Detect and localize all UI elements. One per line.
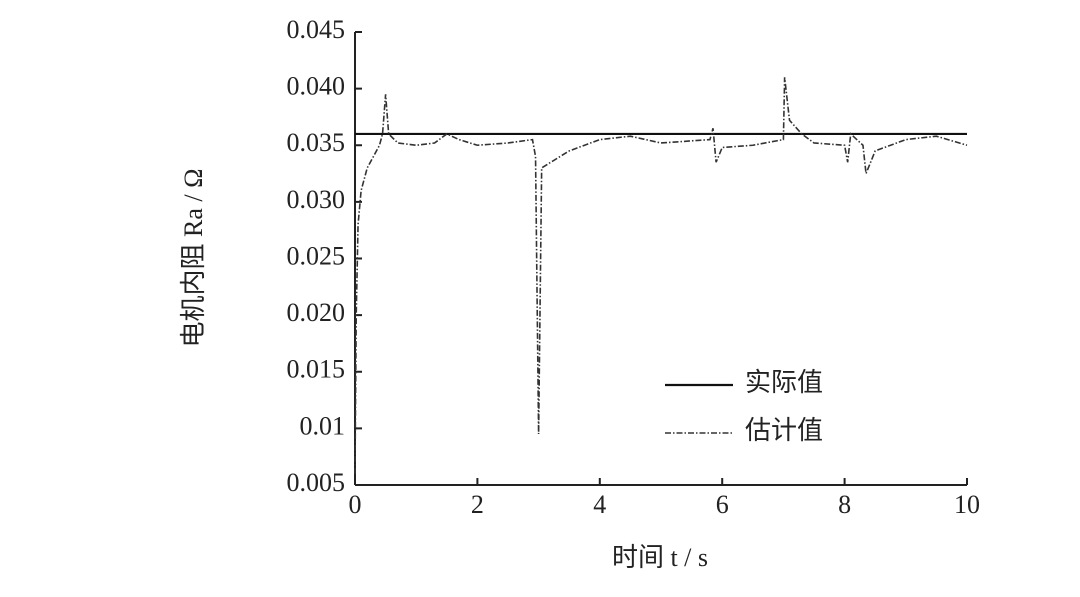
series-line (354, 77, 968, 474)
y-tick-label: 0.015 (287, 355, 346, 384)
x-tick-label: 10 (954, 490, 980, 519)
y-tick-label: 0.045 (287, 15, 346, 44)
x-tick-label: 0 (349, 490, 362, 519)
x-axis-label: 时间 t / s (612, 543, 708, 572)
y-tick-label: 0.025 (287, 241, 346, 270)
x-tick-label: 8 (838, 490, 851, 519)
y-axis-label: 电机内阻 Ra / Ω (179, 169, 208, 348)
y-tick-label: 0.040 (287, 72, 346, 101)
y-tick-label: 0.035 (287, 128, 346, 157)
x-tick-label: 6 (716, 490, 729, 519)
y-tick-label: 0.005 (287, 468, 346, 497)
legend-label: 实际值 (745, 368, 823, 397)
x-tick-label: 2 (471, 490, 484, 519)
y-tick-label: 0.030 (287, 185, 346, 214)
legend-label: 估计值 (745, 416, 823, 445)
x-tick-label: 4 (593, 490, 606, 519)
y-tick-label: 0.01 (300, 411, 346, 440)
y-tick-label: 0.020 (287, 298, 346, 327)
